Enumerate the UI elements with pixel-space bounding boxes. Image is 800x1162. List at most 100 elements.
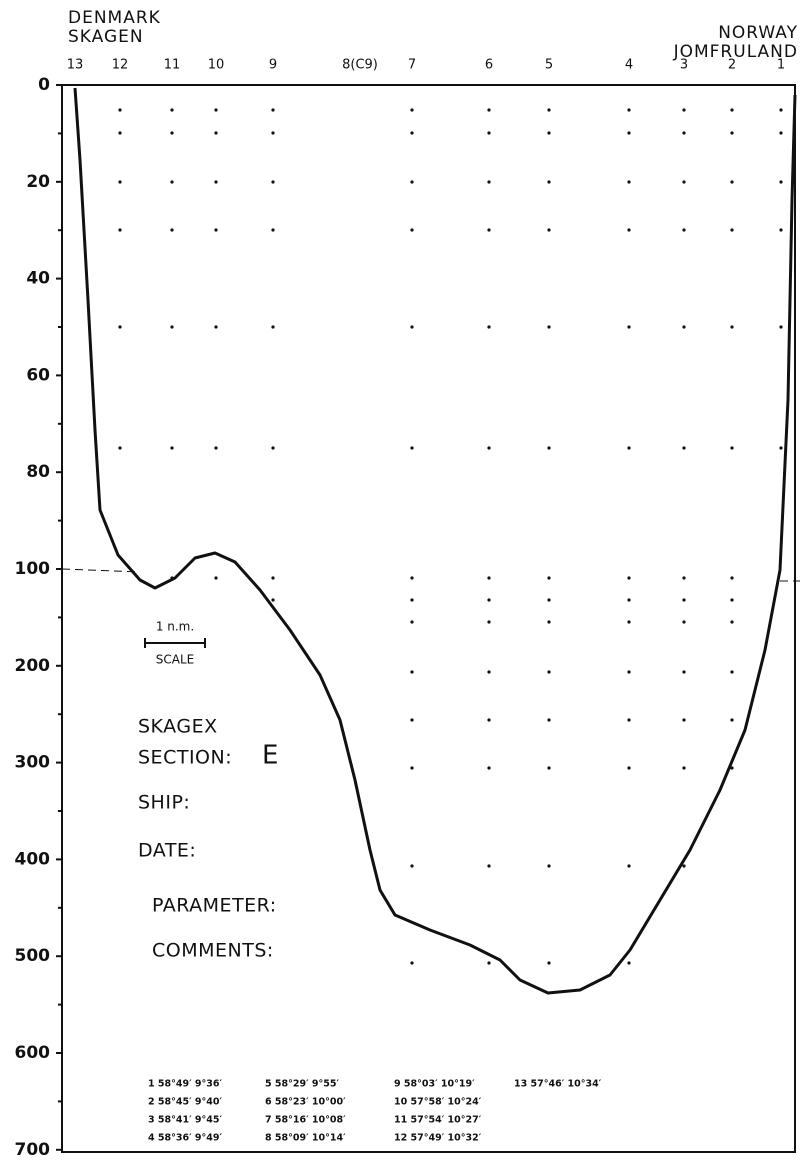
depth-label: 200 xyxy=(15,656,51,676)
depth-label: 40 xyxy=(26,269,50,289)
right-country: NORWAY xyxy=(718,23,798,43)
coordinate: 12 57°49′ 10°32′ xyxy=(394,1133,482,1144)
sample-dot xyxy=(627,576,631,580)
depth-label: 600 xyxy=(15,1043,51,1063)
sample-dot xyxy=(118,180,122,184)
coordinate: 3 58°41′ 9°45′ xyxy=(148,1115,223,1126)
coordinate: 6 58°23′ 10°00′ xyxy=(265,1097,346,1108)
station-label: 9 xyxy=(269,58,277,73)
depth-label: 20 xyxy=(26,172,50,192)
sample-dot xyxy=(779,446,783,450)
station-label: 13 xyxy=(67,58,84,73)
sample-dot xyxy=(487,718,491,722)
sample-dot xyxy=(682,576,686,580)
sample-dot xyxy=(118,446,122,450)
sample-dot xyxy=(487,864,491,868)
station-label: 8(C9) xyxy=(342,58,378,73)
sample-dot xyxy=(214,108,218,112)
sample-dot xyxy=(487,620,491,624)
sample-dot xyxy=(627,961,631,965)
depth-label: 500 xyxy=(15,946,51,966)
depth-label: 80 xyxy=(26,462,50,482)
sample-dot xyxy=(779,325,783,329)
station-label: 5 xyxy=(545,58,553,73)
sample-dot xyxy=(410,131,414,135)
form-field: COMMENTS: xyxy=(152,940,274,962)
sample-dot xyxy=(627,446,631,450)
sample-dot xyxy=(271,446,275,450)
sample-dot xyxy=(547,131,551,135)
sample-dot xyxy=(682,325,686,329)
sample-dot xyxy=(487,108,491,112)
sample-dot xyxy=(487,446,491,450)
sample-dot xyxy=(410,325,414,329)
sample-dot xyxy=(730,180,734,184)
sample-dot xyxy=(547,180,551,184)
dashed-100m xyxy=(61,568,141,573)
sample-dot xyxy=(487,131,491,135)
sample-dot xyxy=(271,108,275,112)
sample-dot xyxy=(547,670,551,674)
coordinate: 5 58°29′ 9°55′ xyxy=(265,1079,340,1090)
sample-dot xyxy=(271,598,275,602)
station-label: 7 xyxy=(408,58,416,73)
sample-dot xyxy=(547,718,551,722)
sample-dot xyxy=(170,325,174,329)
station-label: 2 xyxy=(728,58,736,73)
sample-dot xyxy=(214,228,218,232)
sample-dot xyxy=(547,325,551,329)
coordinate: 9 58°03′ 10°19′ xyxy=(394,1079,475,1090)
scale-value: 1 n.m. xyxy=(156,620,194,634)
sample-dot xyxy=(779,108,783,112)
sample-dot xyxy=(170,180,174,184)
sample-dot xyxy=(547,620,551,624)
sample-dot xyxy=(410,961,414,965)
sample-dot xyxy=(682,864,686,868)
sample-dot xyxy=(627,670,631,674)
coordinate: 2 58°45′ 9°40′ xyxy=(148,1097,223,1108)
sample-dot xyxy=(487,598,491,602)
sample-dot xyxy=(682,670,686,674)
sample-dot xyxy=(487,670,491,674)
form-field: DATE: xyxy=(138,840,196,862)
station-label: 3 xyxy=(680,58,688,73)
coordinate: 4 58°36′ 9°49′ xyxy=(148,1133,223,1144)
sample-dot xyxy=(271,325,275,329)
sample-dot xyxy=(547,766,551,770)
depth-label: 700 xyxy=(15,1140,51,1160)
sample-dot xyxy=(170,108,174,112)
sample-dot xyxy=(118,131,122,135)
sample-dot xyxy=(271,228,275,232)
sample-dot xyxy=(627,766,631,770)
depth-label: 100 xyxy=(15,559,51,579)
sample-dot xyxy=(627,620,631,624)
frame xyxy=(61,84,796,1153)
coordinate: 11 57°54′ 10°27′ xyxy=(394,1115,482,1126)
sample-dot xyxy=(547,446,551,450)
sample-dot xyxy=(271,576,275,580)
sample-dot xyxy=(627,131,631,135)
form-title: SKAGEX xyxy=(138,716,218,738)
sample-dot xyxy=(730,670,734,674)
sample-dot xyxy=(547,228,551,232)
station-label: 6 xyxy=(485,58,493,73)
coordinate: 13 57°46′ 10°34′ xyxy=(514,1079,602,1090)
left-place: SKAGEN xyxy=(68,27,144,47)
sample-dot xyxy=(779,228,783,232)
sample-dot xyxy=(547,576,551,580)
sample-dot xyxy=(627,598,631,602)
sample-dot xyxy=(118,228,122,232)
sample-dot xyxy=(410,446,414,450)
sample-dot xyxy=(271,131,275,135)
station-label: 11 xyxy=(164,58,181,73)
sample-dot xyxy=(682,766,686,770)
sample-dot xyxy=(730,131,734,135)
sample-dot xyxy=(730,766,734,770)
sample-dot xyxy=(410,766,414,770)
sample-dot xyxy=(627,228,631,232)
sample-dot xyxy=(170,131,174,135)
sample-dot xyxy=(730,446,734,450)
sample-dot xyxy=(547,108,551,112)
sample-dot xyxy=(487,228,491,232)
sample-dot xyxy=(779,131,783,135)
